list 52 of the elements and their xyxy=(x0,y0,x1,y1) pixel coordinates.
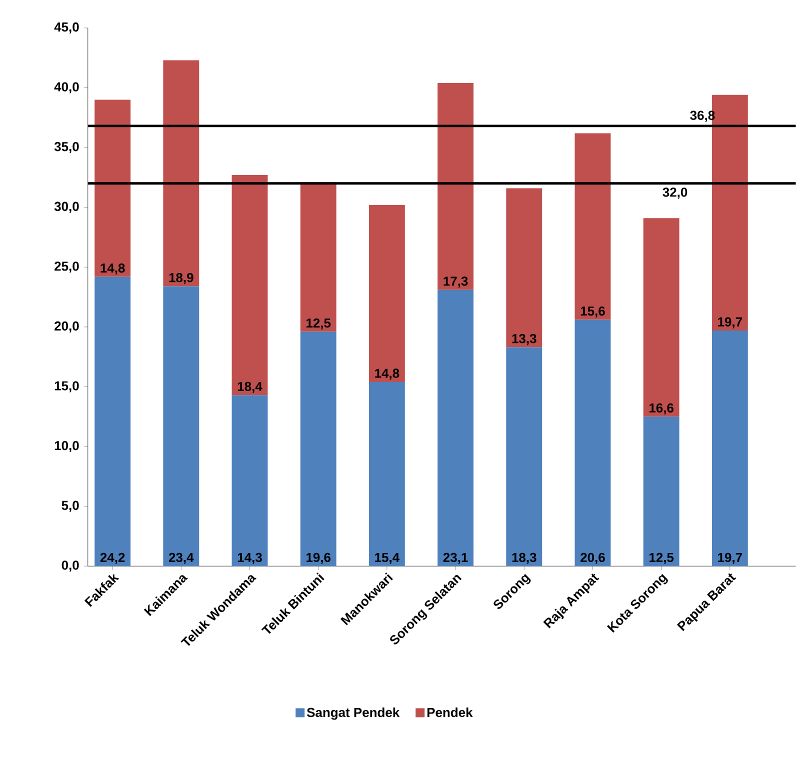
y-tick-label: 15,0 xyxy=(54,381,79,392)
data-label: 23,4 xyxy=(168,552,194,564)
y-tick-label: 40,0 xyxy=(54,82,79,94)
bar xyxy=(368,205,405,382)
data-label: 19,7 xyxy=(718,552,742,564)
y-tick-label: 5,0 xyxy=(62,500,79,512)
data-label: 15,4 xyxy=(375,553,400,564)
bar xyxy=(94,276,131,566)
data-label: 12,5 xyxy=(306,318,331,330)
bar xyxy=(643,218,680,417)
bar xyxy=(574,320,611,566)
bar xyxy=(163,286,200,566)
bar xyxy=(368,382,405,566)
data-label: 16,6 xyxy=(650,403,674,415)
ref-line-label: 32,0 xyxy=(662,188,688,199)
bar xyxy=(712,330,748,566)
legend-label: Pendek xyxy=(427,708,473,718)
bar xyxy=(232,175,268,396)
bar xyxy=(643,416,680,566)
bar xyxy=(232,395,268,566)
bar xyxy=(574,133,611,320)
bar xyxy=(94,100,131,277)
data-label: 17,3 xyxy=(444,276,468,288)
data-label: 12,5 xyxy=(650,552,674,564)
bar xyxy=(438,290,474,566)
data-label: 18,9 xyxy=(169,273,194,284)
bar xyxy=(300,332,336,566)
data-label: 20,6 xyxy=(580,552,605,564)
y-tick-label: 25,0 xyxy=(54,262,79,273)
y-tick-label: 10,0 xyxy=(54,441,79,452)
data-label: 18,4 xyxy=(238,382,262,393)
data-label: 15,6 xyxy=(580,306,605,318)
data-label: 24,2 xyxy=(100,552,125,564)
data-label: 18,3 xyxy=(512,552,536,564)
data-label: 19,7 xyxy=(718,317,742,328)
data-label: 13,3 xyxy=(512,334,536,346)
legend-label: Sangat Pendek xyxy=(306,708,400,720)
data-label: 19,6 xyxy=(306,552,331,564)
y-tick-label: 35,0 xyxy=(54,142,79,154)
bar xyxy=(163,60,200,286)
data-label: 14,3 xyxy=(238,552,262,564)
data-label: 14,8 xyxy=(100,264,125,275)
y-tick-label: 45,0 xyxy=(54,22,79,34)
data-label: 23,1 xyxy=(443,552,468,564)
bar xyxy=(506,347,542,566)
y-tick-label: 20,0 xyxy=(54,321,79,333)
y-tick-label: 0,0 xyxy=(62,560,79,572)
bar xyxy=(438,83,474,290)
data-label: 14,8 xyxy=(375,368,400,380)
bar xyxy=(506,188,542,348)
y-tick-label: 30,0 xyxy=(54,202,79,213)
bar xyxy=(300,182,336,332)
